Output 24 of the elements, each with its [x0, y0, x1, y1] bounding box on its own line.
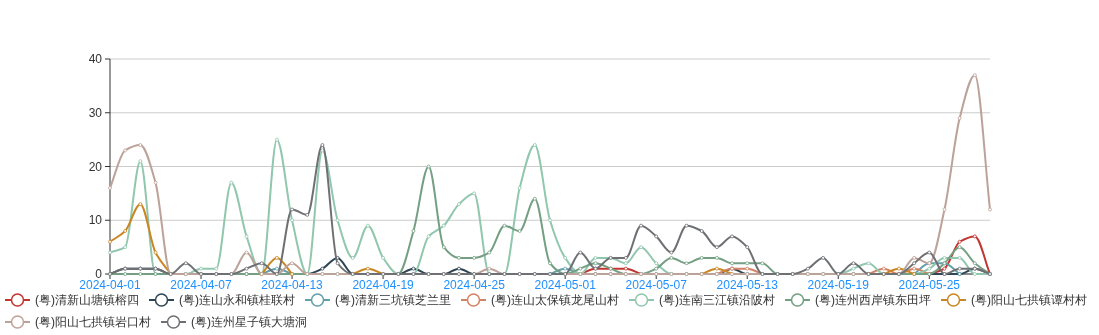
- x-tick-label: 2024-04-07: [170, 278, 233, 292]
- x-tick-label: 2024-04-01: [79, 278, 142, 292]
- legend-label: (粤)阳山七拱镇谭村村: [971, 293, 1087, 307]
- legend-label: (粤)连州西岸镇东田坪: [815, 293, 931, 307]
- legend-label: (粤)阳山七拱镇岩口村: [35, 315, 151, 329]
- legend-label: (粤)连山永和镇桂联村: [179, 293, 295, 307]
- x-tick-label: 2024-04-13: [261, 278, 324, 292]
- x-tick-label: 2024-05-13: [716, 278, 779, 292]
- x-tick-label: 2024-05-25: [898, 278, 961, 292]
- y-tick-label: 0: [95, 267, 103, 281]
- legend-label: (粤)连州星子镇大塘洞: [191, 315, 307, 329]
- x-tick-label: 2024-05-01: [534, 278, 597, 292]
- legend-label: (粤)清新三坑镇芝兰里: [335, 293, 451, 307]
- legend-label: (粤)连山太保镇龙尾山村: [491, 293, 619, 307]
- y-tick-label: 20: [88, 159, 103, 174]
- x-tick-label: 2024-05-07: [625, 278, 688, 292]
- legend-label: (粤)清新山塘镇榕四: [35, 293, 139, 307]
- legend-label: (粤)连南三江镇沿陂村: [659, 293, 775, 307]
- y-tick-label: 10: [88, 213, 103, 228]
- y-tick-label: 30: [88, 105, 103, 120]
- x-tick-label: 2024-04-19: [352, 278, 415, 292]
- x-tick-label: 2024-04-25: [443, 278, 506, 292]
- y-tick-label: 40: [88, 52, 103, 66]
- x-tick-label: 2024-05-19: [807, 278, 870, 292]
